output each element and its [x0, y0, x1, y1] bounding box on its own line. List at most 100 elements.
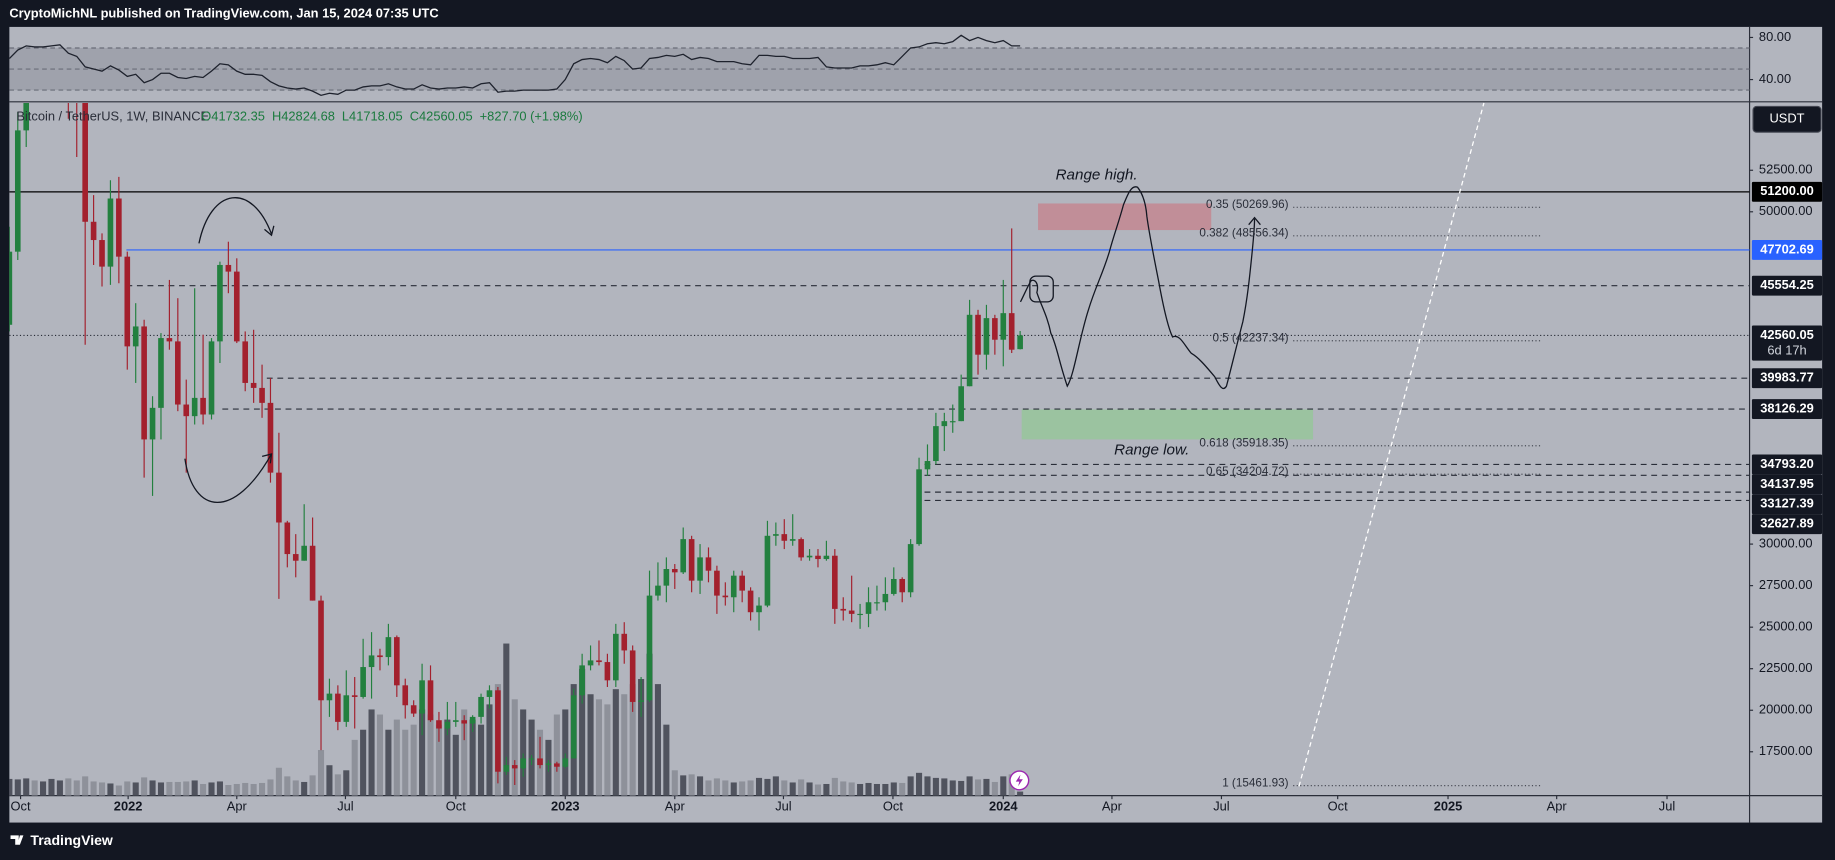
volume-bar — [90, 781, 97, 796]
price-level-label: 39983.77 — [1760, 370, 1814, 385]
candle-body — [99, 240, 105, 267]
candle-body — [23, 102, 30, 131]
volume-bar — [427, 714, 434, 796]
volume-bar — [115, 785, 122, 796]
fib-label: 0.65 (34204.72) — [1206, 465, 1289, 478]
x-tick-label: Apr — [665, 799, 686, 814]
x-tick-label: 2024 — [989, 799, 1018, 814]
candle-body — [478, 696, 484, 717]
candle-body — [385, 637, 392, 658]
candle-body — [874, 602, 880, 604]
candle-body — [570, 695, 577, 759]
candle-body — [225, 264, 232, 272]
y-tick-label: 30000.00 — [1759, 536, 1813, 551]
volume-bar — [73, 780, 80, 796]
candle-body — [217, 264, 223, 342]
candle-body — [613, 633, 619, 681]
candle-body — [436, 720, 442, 729]
axes: 80.00 40.00 52500.00 50000.00 30000.00 27500.… — [11, 29, 1823, 814]
volume-bar — [200, 783, 207, 796]
candle-body — [200, 397, 206, 415]
price-level-label: 42560.05 — [1760, 327, 1814, 342]
x-tick-label: Jul — [1213, 799, 1229, 814]
candle-body — [604, 662, 611, 681]
price-level-label: 33127.39 — [1760, 496, 1814, 511]
fib-label: 1 (15461.93) — [1222, 776, 1288, 789]
volume-bar — [663, 724, 670, 796]
candle-body — [924, 461, 931, 470]
candle-body — [537, 758, 543, 766]
candle-body — [806, 555, 813, 558]
candle-body — [250, 382, 257, 388]
volume-bar — [419, 709, 426, 796]
volume-bar — [511, 699, 518, 796]
currency-button[interactable] — [1752, 105, 1822, 133]
x-tick-label: 2023 — [551, 799, 580, 814]
fib-label: 0.618 (35918.35) — [1199, 437, 1288, 450]
volume-bar — [865, 782, 872, 796]
volume-bar — [56, 780, 63, 796]
arrow-head — [1248, 216, 1261, 226]
volume-bar — [705, 780, 712, 796]
candle-body — [781, 534, 788, 541]
volume-bar — [713, 778, 720, 796]
volume-bar — [974, 779, 982, 796]
volume-bar — [376, 714, 384, 796]
x-tick-label: Apr — [227, 799, 248, 814]
x-tick-label: Jul — [1659, 799, 1675, 814]
volume-bar — [107, 783, 114, 796]
candle-body — [233, 271, 240, 342]
volume-bar — [958, 780, 965, 796]
volume-bar — [848, 782, 855, 796]
candle-body — [882, 593, 889, 603]
candle-body — [360, 667, 366, 697]
volume-bar — [23, 778, 30, 796]
volume-bar — [31, 780, 38, 796]
candle-body — [629, 650, 636, 702]
volume-bar — [823, 783, 830, 796]
volume-bar — [739, 781, 746, 796]
candle-body — [747, 590, 754, 613]
candle-body — [301, 545, 307, 561]
volume-bar — [781, 780, 788, 796]
volume-bar — [157, 782, 165, 796]
candle-body — [705, 557, 712, 571]
candle-body — [663, 569, 670, 586]
price-level-label-bg — [1751, 181, 1823, 202]
rsi-line — [9, 34, 1021, 97]
candle-body — [1008, 313, 1015, 350]
x-tick-label: 2022 — [114, 799, 143, 814]
rsi-pane — [9, 34, 1750, 97]
volume-bar — [275, 767, 282, 796]
candle-body — [764, 535, 771, 606]
legend-value: C42560.05 — [410, 108, 473, 123]
volume-bar — [553, 714, 560, 796]
candle-body — [107, 198, 114, 267]
volume-bar — [461, 709, 468, 796]
candle-body — [621, 633, 628, 651]
price-level-label: 34793.20 — [1760, 456, 1814, 471]
price-level-label: 38126.29 — [1760, 400, 1814, 415]
volume-bar — [814, 784, 822, 796]
volume-bar — [486, 704, 493, 796]
candle-body — [983, 318, 990, 355]
candle-body — [815, 555, 821, 560]
candle-body — [503, 765, 510, 772]
volume-bar — [562, 709, 569, 796]
countdown-label: 6d 17h — [1767, 343, 1806, 358]
candle-body — [949, 421, 956, 423]
candle-body — [259, 387, 265, 403]
candle-body — [848, 610, 855, 614]
publish-header: CryptoMichNL published on TradingView.co… — [9, 5, 438, 20]
annotation: Range high. — [1056, 167, 1138, 184]
volume-bar — [798, 779, 805, 796]
candle-body — [141, 326, 147, 440]
candle-body — [284, 522, 291, 555]
ohlc-legend: O41732.35 H42824.68 L41718.05 C42560.05 +827… — [201, 108, 582, 123]
currency-label[interactable]: USDT — [1770, 111, 1805, 126]
volume-bar — [604, 704, 611, 796]
volume-bar — [646, 653, 653, 796]
candle-body — [116, 198, 122, 257]
volume-bar — [764, 778, 771, 796]
